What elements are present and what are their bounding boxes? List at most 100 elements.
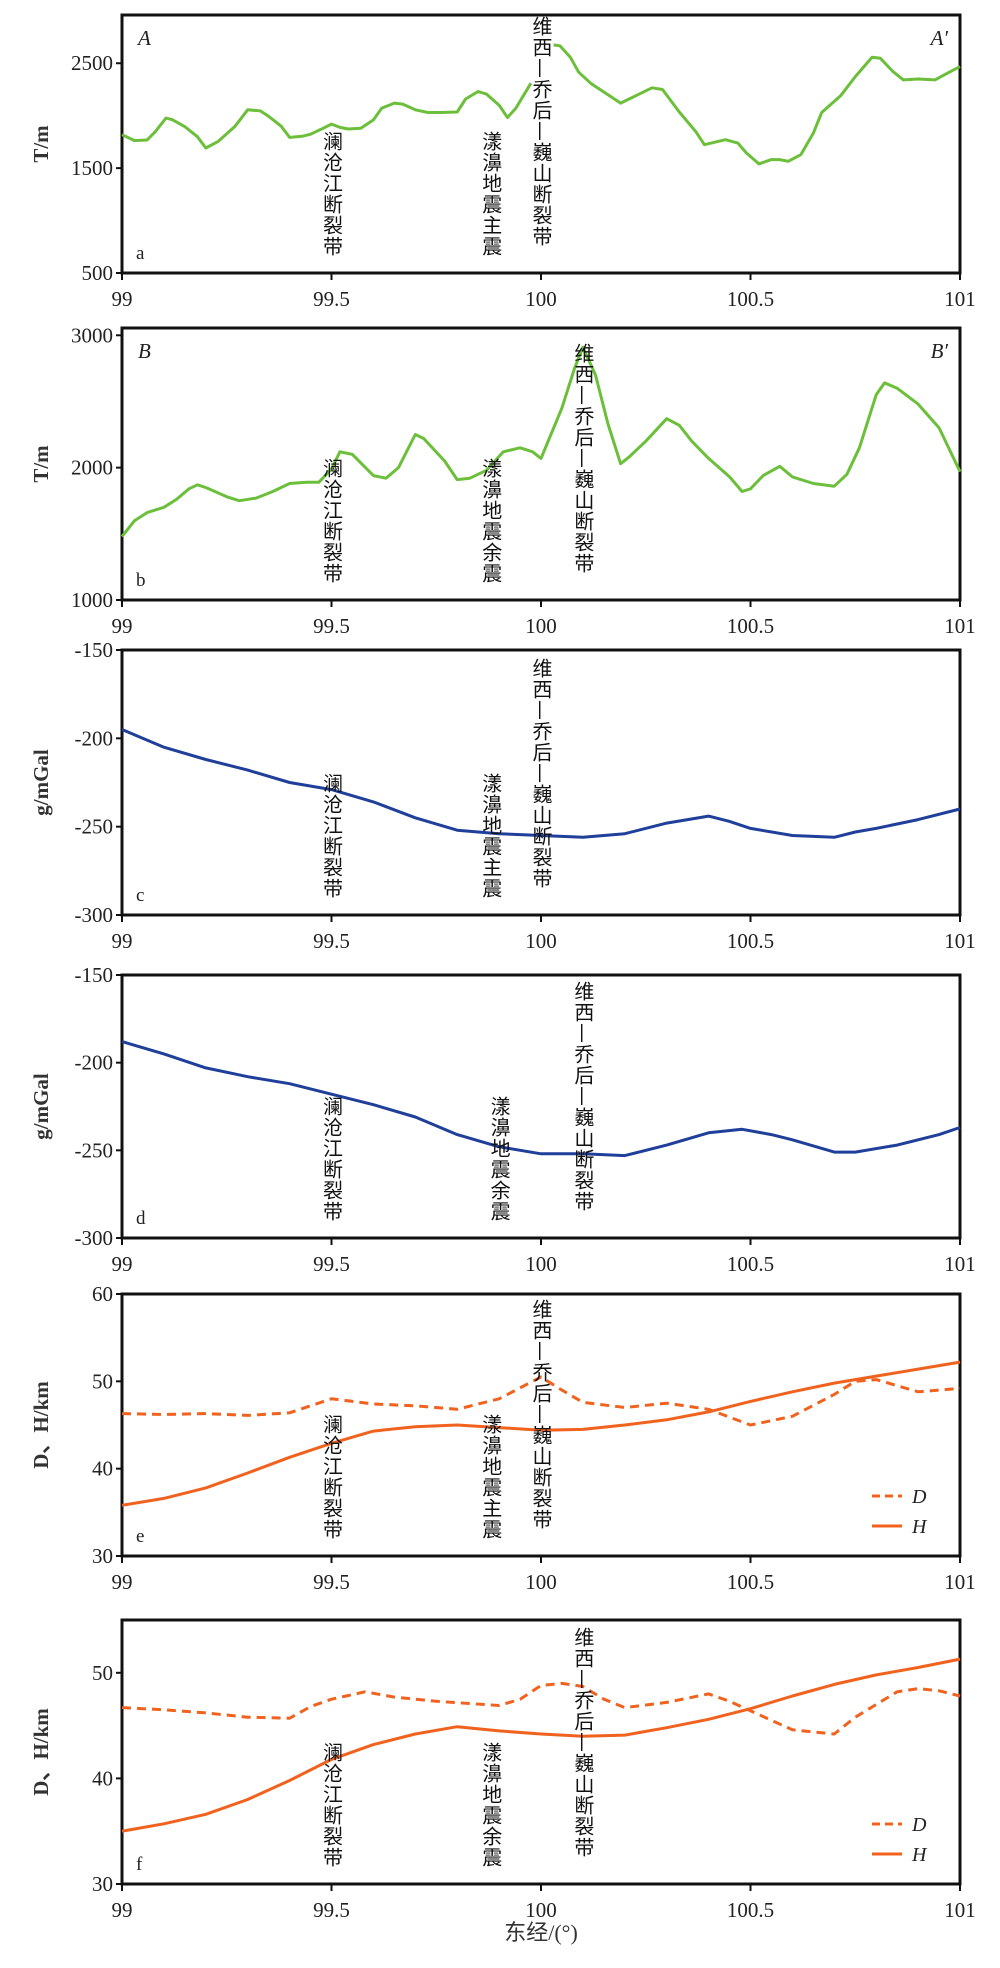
y-axis-label: g/mGal: [29, 1073, 53, 1140]
y-tick-label: 1000: [71, 588, 113, 612]
series-line-g: [121, 1040, 961, 1158]
y-tick-label: 30: [92, 1872, 113, 1896]
legend-label-H: H: [911, 1516, 928, 1538]
plot-frame: [120, 973, 962, 1240]
panel-e: 99 99.5 100 100.5 101 30 40 50 60 D、H/km e 澜沧江断裂带 漾濞…: [29, 1282, 976, 1594]
x-tick-label: 100.5: [727, 1898, 774, 1922]
y-tick-label: 2000: [71, 456, 113, 480]
annotation-box: [479, 1414, 503, 1552]
fault-annotation: 漾濞地震主震: [479, 773, 503, 899]
annotation-box: [479, 458, 503, 596]
annotation-box: [320, 1414, 344, 1552]
y-axis-label: D、H/km: [29, 1708, 53, 1796]
fault-annotation: 漾濞地震余震: [487, 1096, 511, 1222]
legend-label-D: D: [911, 1486, 927, 1508]
x-tick-label: 100.5: [727, 1252, 774, 1276]
fault-annotation: 漾濞地震余震: [479, 1742, 503, 1868]
x-tick-label: 101: [944, 1570, 976, 1594]
annotation-box: [571, 343, 595, 596]
x-tick-label: 99.5: [313, 1898, 350, 1922]
annotation-box: [479, 773, 503, 911]
annotation-box: [320, 773, 344, 911]
panel-letter: b: [136, 570, 146, 591]
panel-d: 99 99.5 100 100.5 101 -300 -250 -200 -150 g/mGal d…: [29, 963, 976, 1276]
x-tick-label: 99.5: [313, 1570, 350, 1594]
x-tick-label: 99: [112, 1570, 133, 1594]
y-tick-label: -150: [75, 638, 114, 662]
x-tick-label: 101: [944, 929, 976, 953]
annotation-box: [320, 131, 344, 269]
panel-b: 99 99.5 100 100.5 101 1000 2000 3000 T/m b B B′ 澜沧江断…: [29, 323, 976, 638]
annotation-box: [529, 1299, 553, 1552]
fault-annotation: 澜沧江断裂带: [320, 1414, 344, 1540]
plot-frame: [120, 326, 962, 602]
profile-start-label: A: [136, 26, 151, 50]
fault-annotation: 澜沧江断裂带: [320, 131, 344, 257]
legend-label-H: H: [911, 1844, 928, 1866]
x-tick-label: 100: [525, 287, 557, 311]
plot-frame: [120, 1618, 962, 1886]
panel-letter: c: [136, 885, 144, 906]
y-tick-label: -300: [75, 903, 114, 927]
x-tick-label: 99: [112, 929, 133, 953]
y-tick-label: 2500: [71, 51, 113, 75]
x-tick-label: 99: [112, 1252, 133, 1276]
y-axis-label: T/m: [29, 125, 53, 163]
panel-c: 99 99.5 100 100.5 101 -300 -250 -200 -150 g/mGal c…: [29, 638, 976, 953]
x-axis-label: 东经/(°): [504, 1920, 578, 1945]
legend-label-D: D: [911, 1814, 927, 1836]
x-tick-label: 100: [525, 614, 557, 638]
y-tick-label: 500: [82, 261, 114, 285]
x-tick-label: 99.5: [313, 1252, 350, 1276]
profile-end-label: A′: [929, 26, 949, 50]
panel-f: 99 99.5 100 100.5 101 30 40 50 D、H/km f 澜沧江断裂带 漾濞地震…: [29, 1618, 976, 1922]
panel-a: 99 99.5 100 100.5 101 500 1500 2500 T/m a A A′ 澜沧江断裂…: [29, 13, 976, 311]
fault-annotation: 澜沧江断裂带: [320, 458, 344, 584]
y-axis-label: g/mGal: [29, 749, 53, 816]
y-tick-label: -150: [75, 963, 114, 987]
x-tick-label: 99.5: [313, 287, 350, 311]
annotation-box: [479, 131, 503, 269]
fault-annotation: 维西—乔后—巍山断裂带: [571, 343, 595, 574]
annotation-box: [320, 1742, 344, 1880]
annotation-box: [479, 1742, 503, 1880]
x-tick-label: 100: [525, 1898, 557, 1922]
y-tick-label: 40: [92, 1457, 113, 1481]
annotation-box: [571, 1627, 595, 1880]
series-line-H: [121, 1657, 961, 1833]
fault-annotation: 维西—乔后—巍山断裂带: [571, 1627, 595, 1858]
series-line-g: [121, 728, 961, 839]
y-tick-label: -200: [75, 726, 114, 750]
series-line-H: [121, 1360, 961, 1507]
x-tick-label: 100.5: [727, 287, 774, 311]
y-axis-label: D、H/km: [29, 1381, 53, 1469]
fault-annotation: 维西—乔后—巍山断裂带: [529, 1299, 553, 1530]
annotation-box: [571, 981, 595, 1234]
x-tick-label: 100.5: [727, 929, 774, 953]
x-tick-label: 100.5: [727, 1570, 774, 1594]
fault-annotation: 维西—乔后—巍山断裂带: [529, 658, 553, 889]
y-tick-label: 30: [92, 1544, 113, 1568]
panel-letter: e: [136, 1526, 144, 1547]
series-line-D: [121, 1375, 961, 1427]
panel-letter: a: [136, 243, 145, 264]
x-tick-label: 99: [112, 614, 133, 638]
x-tick-label: 101: [944, 1898, 976, 1922]
annotation-box: [529, 16, 553, 269]
x-tick-label: 99.5: [313, 929, 350, 953]
profile-end-label: B′: [931, 339, 949, 363]
fault-annotation: 漾濞地震主震: [479, 1414, 503, 1540]
y-tick-label: -250: [75, 815, 114, 839]
x-tick-label: 99.5: [313, 614, 350, 638]
panel-letter: d: [136, 1208, 146, 1229]
y-tick-label: 50: [92, 1661, 113, 1685]
fault-annotation: 维西—乔后—巍山断裂带: [571, 981, 595, 1212]
x-tick-label: 101: [944, 614, 976, 638]
y-tick-label: -300: [75, 1226, 114, 1250]
fault-annotation: 澜沧江断裂带: [320, 1742, 344, 1868]
profile-start-label: B: [138, 339, 151, 363]
y-tick-label: 40: [92, 1766, 113, 1790]
x-tick-label: 100: [525, 1252, 557, 1276]
x-tick-label: 99: [112, 287, 133, 311]
